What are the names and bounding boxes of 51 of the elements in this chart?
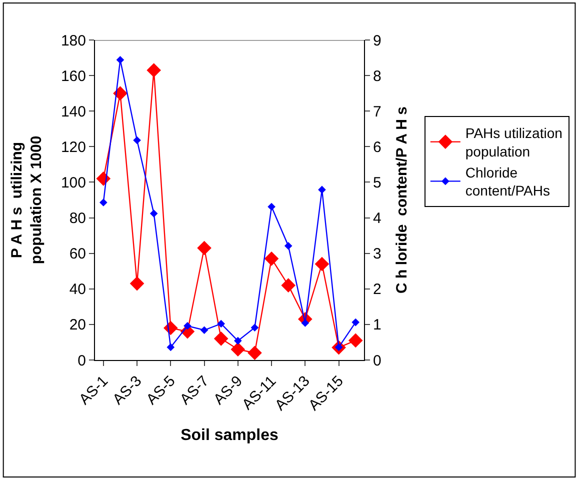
point — [281, 278, 296, 292]
y2-tick-label: 0 — [373, 352, 382, 370]
point — [248, 346, 262, 360]
point — [314, 256, 330, 272]
point — [130, 276, 144, 291]
point — [100, 198, 108, 206]
point — [268, 202, 276, 211]
point — [234, 336, 242, 345]
y-tick-label: 0 — [78, 352, 86, 370]
y-tick-label: 140 — [60, 103, 86, 120]
y2-tick-label: 9 — [373, 32, 382, 50]
point — [184, 322, 192, 330]
point — [301, 319, 310, 327]
legend-label: PAHs utilization population — [465, 125, 562, 160]
y-tick-label: 40 — [69, 281, 86, 298]
y2-tick-label: 8 — [373, 68, 382, 85]
point — [116, 56, 124, 64]
point — [284, 242, 292, 250]
point — [113, 86, 128, 100]
y-axis-title: P A H s utilizing population X 1000 — [8, 136, 46, 264]
point — [150, 210, 158, 218]
y-tick-label: 80 — [69, 210, 86, 228]
point — [264, 252, 279, 266]
point — [197, 240, 212, 256]
y2-axis-title: C h loride content/P A H s — [393, 106, 410, 294]
y2-tick-label: 3 — [373, 246, 382, 263]
y-tick-label: 20 — [69, 316, 86, 334]
point — [214, 332, 228, 346]
point — [250, 324, 259, 332]
y-tick-label: 60 — [69, 246, 86, 263]
point — [166, 343, 175, 352]
y2-tick-label: 4 — [373, 210, 382, 228]
y2-tick-label: 1 — [373, 316, 382, 334]
y-tick-label: 160 — [60, 68, 86, 85]
y2-tick-label: 6 — [373, 138, 382, 156]
point — [217, 320, 225, 328]
y-tick-label: 180 — [60, 32, 86, 50]
point — [352, 318, 360, 326]
y2-tick-label: 5 — [373, 174, 382, 192]
point — [230, 342, 246, 356]
point — [318, 186, 326, 194]
point — [133, 136, 141, 144]
y2-tick-label: 7 — [373, 103, 382, 120]
x-axis-title: Soil samples — [180, 426, 279, 444]
point — [200, 326, 208, 334]
point — [348, 333, 363, 348]
point — [146, 63, 161, 78]
y-tick-label: 120 — [60, 138, 86, 156]
y2-tick-label: 2 — [373, 281, 382, 298]
y-tick-label: 100 — [60, 174, 86, 192]
legend-label: Chloride content/PAHs — [465, 164, 550, 199]
